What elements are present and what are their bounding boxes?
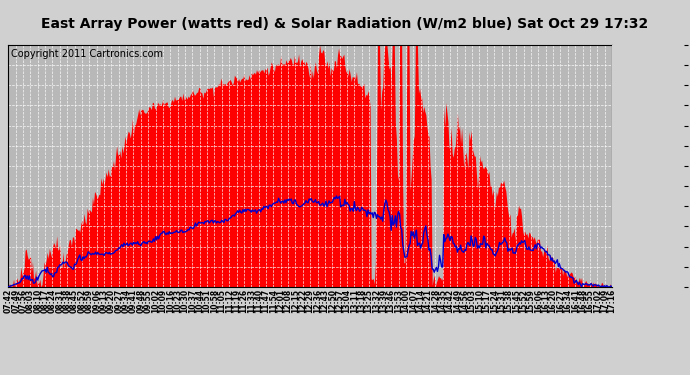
Text: 16:20: 16:20 — [549, 289, 558, 313]
Text: 15:59: 15:59 — [526, 289, 535, 312]
Text: 14:35: 14:35 — [438, 289, 447, 313]
Text: 15:38: 15:38 — [504, 289, 513, 313]
Text: 17:16: 17:16 — [607, 289, 617, 313]
Text: 08:17: 08:17 — [41, 289, 50, 313]
Text: 12:43: 12:43 — [320, 289, 329, 313]
Text: 11:54: 11:54 — [269, 289, 278, 313]
Text: 11:05: 11:05 — [217, 289, 226, 313]
Text: 14:14: 14:14 — [416, 289, 425, 313]
Text: 10:58: 10:58 — [210, 289, 219, 313]
Text: 08:38: 08:38 — [63, 289, 72, 313]
Text: 14:42: 14:42 — [446, 289, 455, 313]
Text: 07:49: 07:49 — [11, 289, 20, 313]
Text: 13:11: 13:11 — [350, 289, 359, 313]
Text: 08:31: 08:31 — [55, 289, 64, 313]
Text: 08:03: 08:03 — [26, 289, 35, 313]
Text: 07:56: 07:56 — [19, 289, 28, 313]
Text: 15:45: 15:45 — [512, 289, 521, 312]
Text: 13:46: 13:46 — [386, 289, 395, 313]
Text: 16:06: 16:06 — [534, 289, 543, 313]
Text: 08:52: 08:52 — [77, 289, 86, 313]
Text: 13:39: 13:39 — [380, 289, 388, 313]
Text: 08:24: 08:24 — [48, 289, 57, 313]
Text: 08:45: 08:45 — [70, 289, 79, 313]
Text: 09:13: 09:13 — [99, 289, 108, 313]
Text: 16:48: 16:48 — [578, 289, 587, 313]
Text: 12:50: 12:50 — [328, 289, 337, 313]
Text: 15:03: 15:03 — [468, 289, 477, 313]
Text: 08:59: 08:59 — [85, 289, 94, 313]
Text: 10:09: 10:09 — [159, 289, 168, 313]
Text: 13:53: 13:53 — [394, 289, 403, 313]
Text: 10:16: 10:16 — [166, 289, 175, 313]
Text: 11:40: 11:40 — [254, 289, 263, 313]
Text: 17:02: 17:02 — [593, 289, 602, 313]
Text: 11:12: 11:12 — [225, 289, 234, 313]
Text: 09:34: 09:34 — [121, 289, 130, 313]
Text: 09:55: 09:55 — [144, 289, 152, 312]
Text: 09:06: 09:06 — [92, 289, 101, 313]
Text: 09:20: 09:20 — [107, 289, 116, 313]
Text: 16:55: 16:55 — [585, 289, 595, 312]
Text: 12:22: 12:22 — [298, 289, 307, 313]
Text: 17:09: 17:09 — [600, 289, 609, 313]
Text: 12:15: 12:15 — [291, 289, 300, 313]
Text: 16:34: 16:34 — [563, 289, 572, 313]
Text: 12:01: 12:01 — [276, 289, 285, 313]
Text: 09:41: 09:41 — [129, 289, 138, 313]
Text: 13:18: 13:18 — [357, 289, 366, 313]
Text: 10:37: 10:37 — [188, 289, 197, 313]
Text: East Array Power (watts red) & Solar Radiation (W/m2 blue) Sat Oct 29 17:32: East Array Power (watts red) & Solar Rad… — [41, 17, 649, 31]
Text: 16:27: 16:27 — [556, 289, 565, 313]
Text: 15:52: 15:52 — [519, 289, 528, 312]
Text: 16:13: 16:13 — [541, 289, 550, 313]
Text: 10:51: 10:51 — [203, 289, 212, 313]
Text: Copyright 2011 Cartronics.com: Copyright 2011 Cartronics.com — [11, 49, 164, 58]
Text: 15:17: 15:17 — [482, 289, 491, 313]
Text: 10:44: 10:44 — [195, 289, 204, 313]
Text: 09:48: 09:48 — [137, 289, 146, 313]
Text: 13:25: 13:25 — [364, 289, 373, 313]
Text: 12:29: 12:29 — [306, 289, 315, 313]
Text: 07:42: 07:42 — [3, 289, 13, 313]
Text: 15:10: 15:10 — [475, 289, 484, 313]
Text: 10:02: 10:02 — [151, 289, 160, 313]
Text: 11:19: 11:19 — [232, 289, 241, 313]
Text: 15:31: 15:31 — [497, 289, 506, 313]
Text: 14:21: 14:21 — [424, 289, 433, 313]
Text: 16:41: 16:41 — [571, 289, 580, 313]
Text: 11:47: 11:47 — [262, 289, 270, 313]
Text: 12:08: 12:08 — [284, 289, 293, 313]
Text: 12:36: 12:36 — [313, 289, 322, 313]
Text: 10:23: 10:23 — [173, 289, 182, 313]
Text: 11:26: 11:26 — [239, 289, 248, 313]
Text: 14:00: 14:00 — [402, 289, 411, 313]
Text: 14:56: 14:56 — [460, 289, 469, 313]
Text: 15:24: 15:24 — [490, 289, 499, 313]
Text: 11:33: 11:33 — [247, 289, 256, 313]
Text: 08:10: 08:10 — [33, 289, 42, 313]
Text: 14:49: 14:49 — [453, 289, 462, 313]
Text: 14:07: 14:07 — [408, 289, 417, 313]
Text: 14:28: 14:28 — [431, 289, 440, 313]
Text: 12:57: 12:57 — [335, 289, 344, 313]
Text: 13:32: 13:32 — [372, 289, 381, 313]
Text: 13:04: 13:04 — [342, 289, 351, 313]
Text: 10:30: 10:30 — [181, 289, 190, 313]
Text: 09:27: 09:27 — [115, 289, 124, 313]
